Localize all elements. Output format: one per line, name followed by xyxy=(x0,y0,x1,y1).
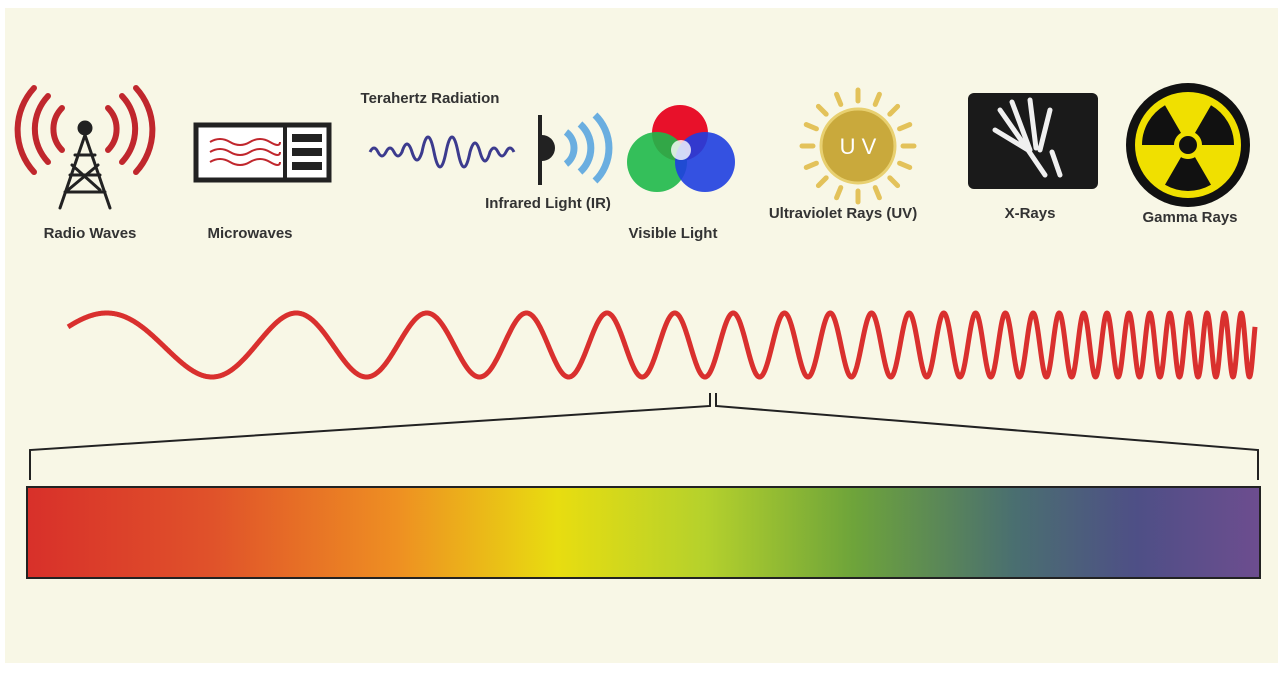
spectrum-bar xyxy=(27,487,1260,578)
gamma-icon xyxy=(1126,83,1250,207)
band-label: Ultraviolet Rays (UV) xyxy=(769,205,917,222)
xray-icon xyxy=(968,93,1098,189)
microwave-icon xyxy=(196,125,329,180)
uv-badge: U V xyxy=(840,134,877,159)
band-label: Infrared Light (IR) xyxy=(485,195,611,212)
band-label: Terahertz Radiation xyxy=(361,90,500,107)
band-label: X-Rays xyxy=(1005,205,1056,222)
band-label: Visible Light xyxy=(629,225,718,242)
band-label: Microwaves xyxy=(207,225,292,242)
band-label: Gamma Rays xyxy=(1142,209,1237,226)
page: U V Radio Waves Microwaves Terahertz Rad… xyxy=(0,0,1284,676)
diagram: U V Radio Waves Microwaves Terahertz Rad… xyxy=(0,0,1284,676)
band-label: Radio Waves xyxy=(44,225,137,242)
